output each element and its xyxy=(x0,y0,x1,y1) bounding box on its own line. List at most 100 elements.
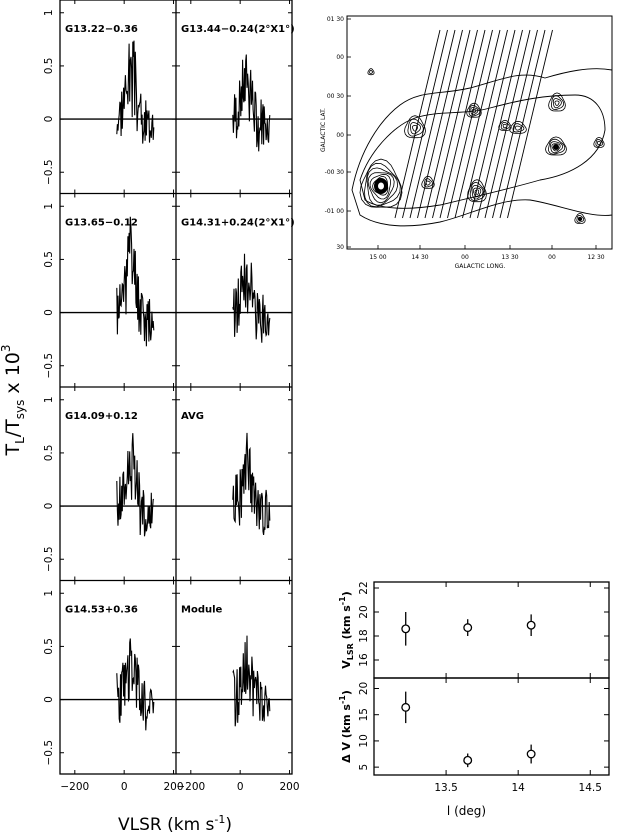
contour-source xyxy=(515,125,522,131)
contour-source xyxy=(595,138,604,147)
spectrum-line xyxy=(116,433,155,537)
spectrum-panel: Module xyxy=(176,580,292,774)
contour-source xyxy=(474,189,480,195)
spectrum-line xyxy=(116,216,155,347)
x-tick-label: 13.5 xyxy=(434,782,457,794)
spectrum-line xyxy=(116,638,155,731)
spectra-x-axis-label: VLSR (km s-1) xyxy=(118,813,232,835)
y-tick-label: 5 xyxy=(358,764,370,771)
contour-source xyxy=(421,175,435,189)
contour-source xyxy=(367,68,375,76)
contour-source xyxy=(468,104,481,117)
map-x-axis-label: GALACTIC LONG. xyxy=(455,263,506,270)
contour-source xyxy=(366,167,399,206)
contour-source xyxy=(550,95,565,111)
contour-source xyxy=(597,140,602,146)
contour-source xyxy=(372,175,389,196)
dv-vs-l-panel: 5 10 15 20 Δ V (km s-1) 13.5 14 14.5 l (deg) xyxy=(338,677,610,818)
contour-source xyxy=(423,178,433,188)
x-tick-label: 0 xyxy=(121,781,128,793)
y-tick-label: 15 xyxy=(358,708,370,721)
y-tick-label: 0.5 xyxy=(43,58,55,75)
scan-line xyxy=(424,29,471,219)
contour-source xyxy=(425,180,431,186)
x-tick-label: 200 xyxy=(164,781,184,793)
spectrum-panel: G14.53+0.36 −0.5 0 0.5 1 xyxy=(43,580,176,774)
y-tick-label: 1 xyxy=(43,396,55,403)
spectrum-line xyxy=(232,253,271,343)
map-long-tick-label: 13 30 xyxy=(501,254,518,261)
plot-x-label: l (deg) xyxy=(447,804,486,818)
map-long-tick-label: 14 30 xyxy=(411,254,428,261)
y-tick-label: 10 xyxy=(358,734,370,747)
contour-source xyxy=(500,121,510,130)
contour-source xyxy=(593,136,605,148)
contour-source xyxy=(498,119,512,131)
spectrum-line xyxy=(116,40,155,144)
y-tick-label: −0.5 xyxy=(43,353,55,379)
contour-source xyxy=(369,173,392,200)
panel-label: G13.44−0.24(2°X1°) xyxy=(181,24,295,35)
contour-source xyxy=(549,141,564,154)
contour-source xyxy=(469,182,486,202)
y-tick-label: 1 xyxy=(43,203,55,210)
y-tick-label: −0.5 xyxy=(43,159,55,185)
spectrum-panel: G14.31+0.24(2°X1°) xyxy=(176,193,295,387)
map-lat-tick-label: 00 xyxy=(336,54,344,61)
contour-source xyxy=(551,143,561,152)
peak-core xyxy=(378,182,384,190)
scan-line xyxy=(454,29,501,219)
contour-source xyxy=(404,115,426,139)
spectrum-line xyxy=(232,635,271,727)
contour-envelope xyxy=(359,94,606,209)
y-tick-label: 18 xyxy=(358,629,370,642)
contour-source xyxy=(554,100,560,106)
y-tick-label: 0 xyxy=(43,309,55,316)
y-tick-label: 0 xyxy=(43,116,55,123)
map-long-tick-label: 15 00 xyxy=(369,254,386,261)
x-tick-label: −200 xyxy=(60,781,89,793)
plot-frame xyxy=(373,677,610,776)
map-long-tick-label: 00 xyxy=(461,254,469,261)
spectra-y-axis-label: TL/Tsys x 103 xyxy=(0,344,27,456)
panel-label: G14.53+0.36 xyxy=(65,605,138,616)
scan-line xyxy=(499,29,546,219)
contour-source xyxy=(471,108,477,114)
x-tick-label: 200 xyxy=(280,781,300,793)
scan-line xyxy=(469,29,516,219)
y-tick-label: −0.5 xyxy=(43,740,55,766)
panel-label: AVG xyxy=(181,411,204,422)
scan-line xyxy=(402,29,448,219)
y-tick-label: 20 xyxy=(358,605,370,618)
y-tick-label: 20 xyxy=(358,682,370,695)
contour-source xyxy=(472,187,482,198)
y-tick-label: 22 xyxy=(358,581,370,594)
contour-source xyxy=(359,158,403,208)
y-axis-label-text: TL/Tsys x 103 xyxy=(0,344,27,456)
data-point xyxy=(401,624,411,634)
scan-line xyxy=(447,29,493,219)
peak-source xyxy=(578,217,582,221)
y-tick-label: −0.5 xyxy=(43,546,55,572)
spectrum-panel: G13.65−0.12 −0.5 0 0.5 1 xyxy=(43,193,176,387)
map-long-ticks: 15 00 14 30 00 13 30 00 12 30 xyxy=(369,245,605,261)
data-point xyxy=(526,749,536,759)
y-tick-label: 0 xyxy=(43,503,55,510)
contour-source xyxy=(548,138,566,155)
spectrum-panel: AVG xyxy=(176,387,292,581)
panel-label: G13.22−0.36 xyxy=(65,24,138,35)
panel-label: G14.09+0.12 xyxy=(65,411,138,422)
data-point xyxy=(526,620,536,630)
map-lat-tick-label: 01 30 xyxy=(327,16,344,23)
plot-y-label: VLSR (km s-1) xyxy=(338,591,355,668)
y-tick-label: 0.5 xyxy=(43,445,55,462)
contour-source xyxy=(369,70,374,74)
contour-source xyxy=(574,212,586,224)
map-lat-tick-label: -01 00 xyxy=(325,208,345,215)
scan-line xyxy=(432,29,478,219)
map-lat-tick-label: -00 30 xyxy=(325,169,345,176)
x-tick-label: 0 xyxy=(237,781,244,793)
spectrum-panel: G13.44−0.24(2°X1°) xyxy=(176,0,295,194)
contour-source xyxy=(548,92,566,112)
